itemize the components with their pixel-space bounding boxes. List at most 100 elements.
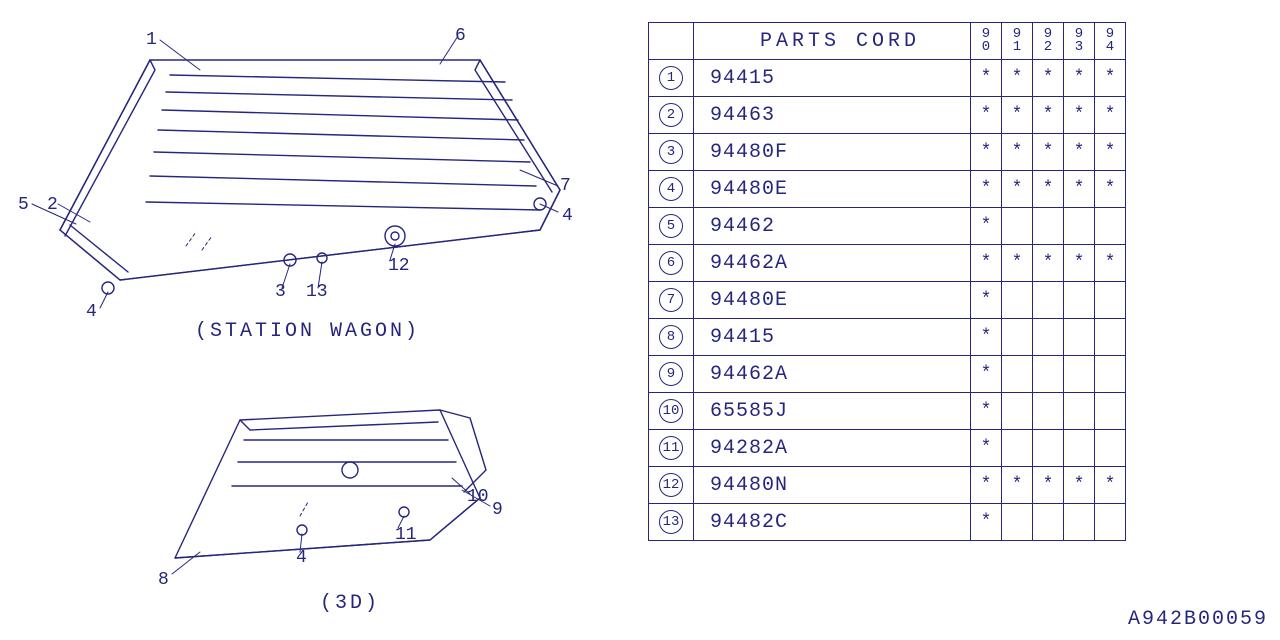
callout-4c: 4 xyxy=(296,548,307,568)
row-mark: * xyxy=(1064,171,1095,208)
header-year-90: 90 xyxy=(971,23,1002,60)
row-mark: * xyxy=(1095,245,1126,282)
row-mark xyxy=(1095,504,1126,541)
row-mark: * xyxy=(1002,245,1033,282)
callout-2: 2 xyxy=(47,195,58,215)
parts-table-body: 1 94415 * * * * * 2 94463 * * * * * 3 94… xyxy=(649,60,1126,541)
row-mark xyxy=(1033,430,1064,467)
callout-4a: 4 xyxy=(562,206,573,226)
row-mark: * xyxy=(1095,60,1126,97)
row-mark: * xyxy=(1064,97,1095,134)
table-row: 5 94462 * xyxy=(649,208,1126,245)
row-code: 94463 xyxy=(694,97,971,134)
row-mark: * xyxy=(971,430,1002,467)
callout-12: 12 xyxy=(388,256,410,276)
row-mark xyxy=(1064,504,1095,541)
row-mark xyxy=(1002,208,1033,245)
row-index: 13 xyxy=(659,510,683,534)
table-row: 10 65585J * xyxy=(649,393,1126,430)
document-id: A942B00059 xyxy=(1128,608,1268,631)
row-code: 94480E xyxy=(694,282,971,319)
row-code: 94462A xyxy=(694,356,971,393)
callout-11: 11 xyxy=(395,525,417,545)
row-mark xyxy=(1002,430,1033,467)
row-code: 65585J xyxy=(694,393,971,430)
parts-table-header-row: PARTS CORD 90 91 92 93 94 xyxy=(649,23,1126,60)
row-index: 7 xyxy=(659,288,683,312)
table-row: 9 94462A * xyxy=(649,356,1126,393)
row-mark: * xyxy=(1002,467,1033,504)
row-mark xyxy=(1095,282,1126,319)
row-index: 5 xyxy=(659,214,683,238)
row-mark xyxy=(1095,356,1126,393)
row-mark xyxy=(1002,504,1033,541)
table-row: 7 94480E * xyxy=(649,282,1126,319)
row-mark xyxy=(1002,282,1033,319)
table-row: 1 94415 * * * * * xyxy=(649,60,1126,97)
row-mark: * xyxy=(1033,171,1064,208)
caption-3d: (3D) xyxy=(320,592,380,615)
row-index: 10 xyxy=(659,399,683,423)
row-mark xyxy=(1033,208,1064,245)
row-mark: * xyxy=(1095,467,1126,504)
table-row: 12 94480N * * * * * xyxy=(649,467,1126,504)
table-row: 11 94282A * xyxy=(649,430,1126,467)
row-code: 94462 xyxy=(694,208,971,245)
row-mark: * xyxy=(1033,134,1064,171)
row-mark: * xyxy=(971,282,1002,319)
row-mark xyxy=(1095,208,1126,245)
row-mark: * xyxy=(971,208,1002,245)
row-mark: * xyxy=(971,356,1002,393)
table-row: 8 94415 * xyxy=(649,319,1126,356)
row-mark xyxy=(1095,393,1126,430)
row-mark xyxy=(1064,319,1095,356)
row-mark: * xyxy=(1064,134,1095,171)
header-year-93: 93 xyxy=(1064,23,1095,60)
row-mark xyxy=(1033,504,1064,541)
row-mark: * xyxy=(1095,97,1126,134)
table-row: 4 94480E * * * * * xyxy=(649,171,1126,208)
page-root: 1 6 5 2 7 4 3 13 12 4 (STATION WAGON) 10… xyxy=(0,0,1280,640)
row-mark: * xyxy=(971,504,1002,541)
row-mark: * xyxy=(1033,97,1064,134)
row-index: 12 xyxy=(659,473,683,497)
row-mark: * xyxy=(971,245,1002,282)
callout-4b: 4 xyxy=(86,302,97,322)
row-mark xyxy=(1033,356,1064,393)
row-mark xyxy=(1095,319,1126,356)
exploded-diagram: 1 6 5 2 7 4 3 13 12 4 (STATION WAGON) 10… xyxy=(0,0,640,640)
row-mark: * xyxy=(1064,60,1095,97)
row-mark: * xyxy=(1002,97,1033,134)
row-mark: * xyxy=(971,171,1002,208)
callout-5: 5 xyxy=(18,195,29,215)
callout-1: 1 xyxy=(146,30,157,50)
row-mark: * xyxy=(971,60,1002,97)
callout-3: 3 xyxy=(275,282,286,302)
row-index: 1 xyxy=(659,66,683,90)
callout-10: 10 xyxy=(467,487,489,507)
header-index-blank xyxy=(649,23,694,60)
row-index: 4 xyxy=(659,177,683,201)
row-mark xyxy=(1064,356,1095,393)
row-mark xyxy=(1064,393,1095,430)
header-year-92: 92 xyxy=(1033,23,1064,60)
row-index: 6 xyxy=(659,251,683,275)
row-code: 94282A xyxy=(694,430,971,467)
callout-9: 9 xyxy=(492,500,503,520)
callout-13: 13 xyxy=(306,282,328,302)
row-mark xyxy=(1033,282,1064,319)
row-mark xyxy=(1002,319,1033,356)
row-mark: * xyxy=(1002,171,1033,208)
row-code: 94480N xyxy=(694,467,971,504)
callout-8: 8 xyxy=(158,570,169,590)
row-mark xyxy=(1002,356,1033,393)
row-mark: * xyxy=(1033,60,1064,97)
row-code: 94480F xyxy=(694,134,971,171)
row-mark: * xyxy=(971,134,1002,171)
callout-7: 7 xyxy=(560,176,571,196)
callout-6: 6 xyxy=(455,26,466,46)
row-mark: * xyxy=(971,467,1002,504)
table-row: 2 94463 * * * * * xyxy=(649,97,1126,134)
caption-station-wagon: (STATION WAGON) xyxy=(195,320,420,343)
row-index: 11 xyxy=(659,436,683,460)
